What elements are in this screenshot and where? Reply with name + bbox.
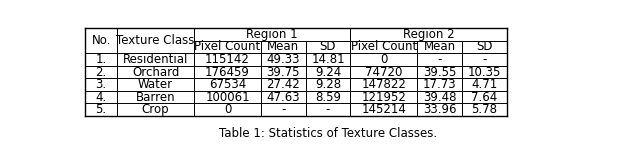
Text: -: - xyxy=(326,103,330,116)
Text: 27.42: 27.42 xyxy=(266,78,300,91)
Text: 145214: 145214 xyxy=(362,103,406,116)
Text: 100061: 100061 xyxy=(205,91,250,104)
Text: 147822: 147822 xyxy=(362,78,406,91)
Text: Water: Water xyxy=(138,78,173,91)
Text: Mean: Mean xyxy=(424,40,456,53)
Text: -: - xyxy=(482,53,486,66)
Text: Residential: Residential xyxy=(123,53,188,66)
Text: Mean: Mean xyxy=(268,40,300,53)
Text: 67534: 67534 xyxy=(209,78,246,91)
Text: 10.35: 10.35 xyxy=(468,66,501,79)
Text: 39.55: 39.55 xyxy=(423,66,456,79)
Text: Orchard: Orchard xyxy=(132,66,179,79)
Text: 0: 0 xyxy=(224,103,231,116)
Text: No.: No. xyxy=(92,34,111,47)
Text: 39.75: 39.75 xyxy=(267,66,300,79)
Text: 17.73: 17.73 xyxy=(423,78,456,91)
Text: 5.78: 5.78 xyxy=(471,103,497,116)
Text: -: - xyxy=(437,53,442,66)
Text: 5.: 5. xyxy=(95,103,107,116)
Text: 49.33: 49.33 xyxy=(267,53,300,66)
Text: 8.59: 8.59 xyxy=(315,91,341,104)
Text: Region 1: Region 1 xyxy=(246,28,298,41)
Text: SD: SD xyxy=(476,40,493,53)
Text: 7.64: 7.64 xyxy=(471,91,497,104)
Text: 1.: 1. xyxy=(95,53,107,66)
Text: 2.: 2. xyxy=(95,66,107,79)
Text: 39.48: 39.48 xyxy=(423,91,456,104)
Text: 0: 0 xyxy=(380,53,387,66)
Text: 47.63: 47.63 xyxy=(266,91,300,104)
Text: 4.: 4. xyxy=(95,91,107,104)
Text: SD: SD xyxy=(320,40,336,53)
Text: 9.24: 9.24 xyxy=(315,66,341,79)
Text: Region 2: Region 2 xyxy=(403,28,454,41)
Text: 9.28: 9.28 xyxy=(315,78,341,91)
Text: -: - xyxy=(281,103,285,116)
Text: Barren: Barren xyxy=(136,91,175,104)
Text: 3.: 3. xyxy=(95,78,107,91)
Text: 115142: 115142 xyxy=(205,53,250,66)
Text: 74720: 74720 xyxy=(365,66,403,79)
Text: Pixel Count: Pixel Count xyxy=(351,40,417,53)
Text: Texture Class: Texture Class xyxy=(116,34,195,47)
Text: 4.71: 4.71 xyxy=(471,78,497,91)
Text: 33.96: 33.96 xyxy=(423,103,456,116)
Text: Table 1: Statistics of Texture Classes.: Table 1: Statistics of Texture Classes. xyxy=(219,127,437,140)
Text: Pixel Count: Pixel Count xyxy=(195,40,260,53)
Text: 176459: 176459 xyxy=(205,66,250,79)
Text: Crop: Crop xyxy=(142,103,170,116)
Text: 14.81: 14.81 xyxy=(311,53,345,66)
Text: 121952: 121952 xyxy=(362,91,406,104)
